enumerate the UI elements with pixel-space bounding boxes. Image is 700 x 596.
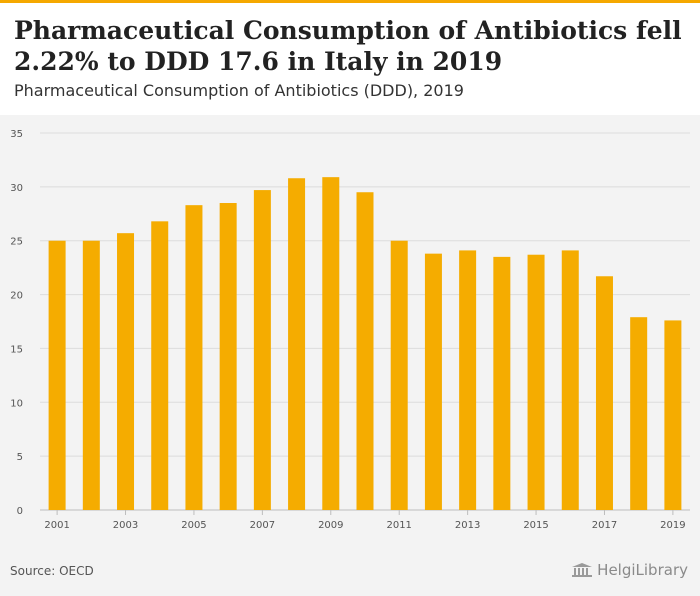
y-axis-ticks: 0 5 10 15 20 25 30 35: [10, 129, 23, 517]
bar-2016[interactable]: [561, 250, 579, 510]
source-note: Source: OECD: [10, 564, 94, 578]
y-tick-label: 10: [10, 398, 23, 409]
x-tick-label: 2007: [250, 520, 275, 531]
chart-area: 0 5 10 15 20 25 30 35 2001 2003 2005 2007 2009 2011 2…: [0, 115, 700, 545]
x-tick-label: 2015: [523, 520, 548, 531]
top-accent-rule: [0, 0, 700, 3]
bar-2018[interactable]: [630, 317, 648, 510]
helgilibrary-logo[interactable]: HelgiLibrary: [571, 561, 688, 579]
bar-2006[interactable]: [219, 203, 237, 510]
bar-2002[interactable]: [82, 240, 100, 510]
bar-2015[interactable]: [527, 254, 545, 510]
bar-2001[interactable]: [48, 240, 66, 510]
bars: [48, 177, 682, 511]
library-building-icon: [572, 563, 593, 577]
bar-2014[interactable]: [493, 256, 511, 510]
x-tick-label: 2011: [386, 520, 411, 531]
x-axis-ticks: 2001 2003 2005 2007 2009 2011 2013 2015 2017 2019: [44, 510, 686, 531]
logo-text: HelgiLibrary: [597, 561, 688, 579]
chart-title: Pharmaceutical Consumption of Antibiotic…: [14, 16, 682, 76]
bar-2003[interactable]: [117, 233, 135, 510]
x-tick-label: 2013: [455, 520, 480, 531]
x-tick-label: 2019: [660, 520, 685, 531]
bar-2017[interactable]: [595, 276, 613, 510]
chart-subtitle: Pharmaceutical Consumption of Antibiotic…: [14, 81, 464, 100]
bar-2004[interactable]: [151, 221, 169, 510]
x-tick-label: 2001: [44, 520, 69, 531]
y-tick-label: 20: [10, 291, 23, 302]
bar-2009[interactable]: [322, 177, 340, 511]
y-tick-label: 0: [17, 506, 23, 517]
x-tick-label: 2003: [113, 520, 138, 531]
bar-2008[interactable]: [288, 178, 306, 511]
y-tick-label: 25: [10, 237, 23, 248]
x-tick-label: 2017: [592, 520, 617, 531]
bar-2013[interactable]: [459, 250, 477, 510]
bar-2011[interactable]: [390, 240, 408, 510]
bar-2005[interactable]: [185, 205, 203, 510]
y-tick-label: 15: [10, 344, 23, 355]
x-tick-label: 2009: [318, 520, 343, 531]
bar-2019[interactable]: [664, 320, 682, 510]
bar-2007[interactable]: [253, 190, 271, 510]
grid-lines: [40, 132, 690, 511]
chart-header: Pharmaceutical Consumption of Antibiotic…: [0, 3, 700, 115]
y-tick-label: 35: [10, 129, 23, 140]
x-tick-label: 2005: [181, 520, 206, 531]
y-tick-label: 5: [17, 452, 23, 463]
bar-2012[interactable]: [424, 253, 442, 510]
y-tick-label: 30: [10, 183, 23, 194]
bar-2010[interactable]: [356, 192, 374, 510]
